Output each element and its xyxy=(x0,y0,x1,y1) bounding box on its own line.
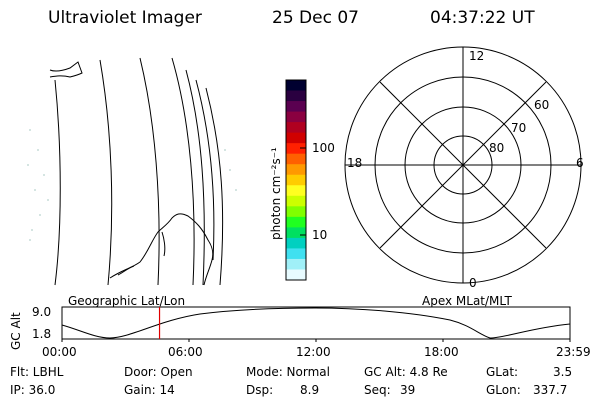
colorbar-segment xyxy=(286,195,306,207)
colorbar-segment xyxy=(286,132,306,144)
mlat-label-80: 80 xyxy=(489,141,505,155)
timeline-ymin: 1.8 xyxy=(32,327,52,341)
colorbar-segment xyxy=(286,185,306,197)
colorbar-segment xyxy=(286,216,306,228)
mlat-label-60: 60 xyxy=(534,98,550,112)
time-tick-4: 23:59 xyxy=(556,345,591,359)
gain-info: Gain: 14 xyxy=(124,383,175,397)
colorbar-segment xyxy=(286,248,306,260)
glon-label: GLon: xyxy=(486,383,521,397)
meridian-line xyxy=(139,57,160,286)
mlt-label-0: 0 xyxy=(469,276,477,290)
meridian-line xyxy=(195,79,215,261)
door-info: Door: Open xyxy=(124,365,193,379)
colorbar-segment xyxy=(286,258,306,270)
colorbar-segment xyxy=(286,143,306,155)
colorbar-segment xyxy=(286,206,306,218)
mlt-label-12: 12 xyxy=(469,49,485,63)
seq-label: Seq: xyxy=(364,383,391,397)
altitude-curve xyxy=(61,307,571,339)
time-label: 04:37:22 UT xyxy=(430,8,535,28)
meridian-line xyxy=(54,79,61,286)
colorbar-segment xyxy=(286,269,306,281)
coastline-south xyxy=(109,213,214,286)
coastline-north xyxy=(49,61,83,78)
image-noise xyxy=(27,129,237,241)
glon-value: 337.7 xyxy=(533,383,568,397)
colorbar-segment xyxy=(286,80,306,92)
colorbar-segment xyxy=(286,153,306,165)
colorbar-segment xyxy=(286,164,306,176)
colorbar-segment xyxy=(286,227,306,239)
timeline-frame xyxy=(61,306,571,340)
mlt-label-18: 18 xyxy=(347,156,363,170)
colorbar-segment xyxy=(286,101,306,113)
time-tick-1: 06:00 xyxy=(168,345,203,359)
dsp-value: 8.9 xyxy=(300,383,320,397)
dsp-label: Dsp: xyxy=(246,383,274,397)
gc-alt-info: GC Alt: 4.8 Re xyxy=(364,365,448,379)
meridian-line xyxy=(205,87,224,286)
colorbar-segment xyxy=(286,111,306,123)
time-tick-0: 00:00 xyxy=(42,345,77,359)
instrument-title: Ultraviolet Imager xyxy=(48,8,202,28)
colorbar-segment xyxy=(286,174,306,186)
meridian-line xyxy=(171,57,195,286)
mlat-label-70: 70 xyxy=(511,121,527,135)
glat-label: GLat: xyxy=(486,365,519,379)
mode-info: Mode: Normal xyxy=(246,365,330,379)
mlt-label-6: 6 xyxy=(576,156,584,170)
ip-info: IP: 36.0 xyxy=(10,383,56,397)
filter-info: Flt: LBHL xyxy=(10,365,64,379)
coastline-south xyxy=(117,265,135,276)
colorbar-segment xyxy=(286,90,306,102)
colorbar-tick-100: 100 xyxy=(312,141,335,155)
colorbar-segment xyxy=(286,122,306,134)
colorbar-tick-10: 10 xyxy=(312,228,328,242)
apex-label: Apex MLat/MLT xyxy=(422,294,512,308)
timeline-ticks xyxy=(61,339,571,342)
geographic-label: Geographic Lat/Lon xyxy=(68,294,186,308)
colorbar-segment xyxy=(286,237,306,249)
coastline-south xyxy=(161,231,166,257)
time-tick-2: 12:00 xyxy=(296,345,331,359)
seq-value: 39 xyxy=(400,383,416,397)
date-label: 25 Dec 07 xyxy=(272,8,359,28)
timeline-ymax: 9.0 xyxy=(32,305,52,319)
meridian-line xyxy=(185,69,205,286)
time-tick-3: 18:00 xyxy=(424,345,459,359)
glat-value: 3.5 xyxy=(553,365,573,379)
meridian-line xyxy=(99,59,113,286)
